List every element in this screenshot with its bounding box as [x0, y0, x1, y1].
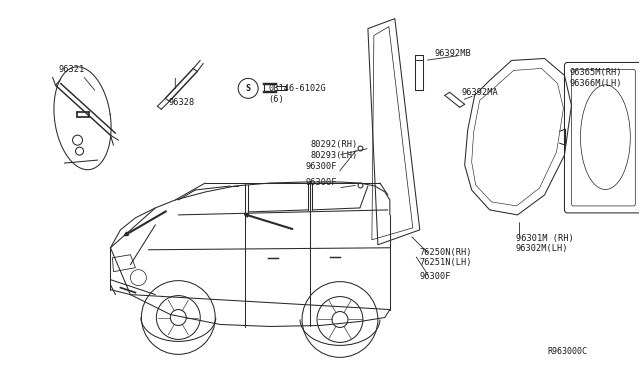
Text: 96328: 96328 — [168, 98, 195, 108]
Text: 80292(RH)
80293(LH): 80292(RH) 80293(LH) — [310, 140, 357, 160]
Text: 96301M (RH)
96302M(LH): 96301M (RH) 96302M(LH) — [516, 234, 573, 253]
Text: 96392MB: 96392MB — [435, 48, 472, 58]
Text: 96300F: 96300F — [305, 178, 337, 187]
Text: 96300F: 96300F — [420, 272, 451, 281]
Text: R963000C: R963000C — [547, 347, 588, 356]
Text: S: S — [246, 84, 251, 93]
Text: 96392MA: 96392MA — [461, 89, 499, 97]
Text: 96365M(RH)
96366M(LH): 96365M(RH) 96366M(LH) — [570, 68, 622, 88]
Text: 76250N(RH)
76251N(LH): 76250N(RH) 76251N(LH) — [420, 248, 472, 267]
Text: 96321: 96321 — [59, 65, 85, 74]
Text: 08146-6102G
(6): 08146-6102G (6) — [268, 84, 326, 104]
Text: 96300F: 96300F — [305, 162, 337, 171]
